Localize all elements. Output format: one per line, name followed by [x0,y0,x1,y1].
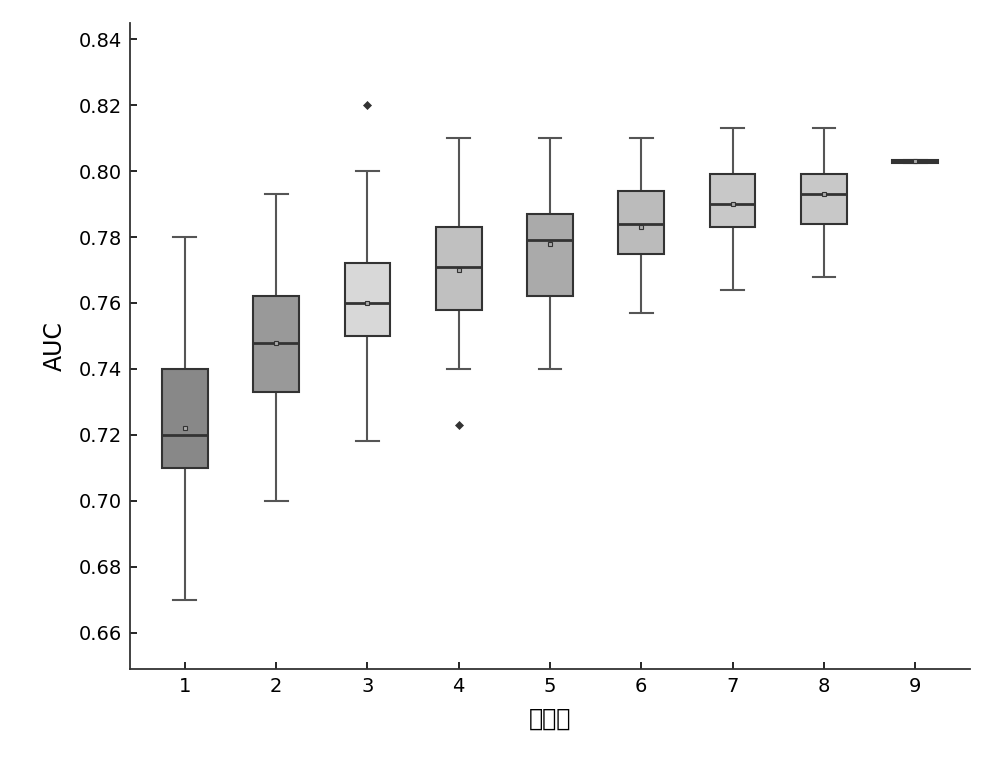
FancyBboxPatch shape [618,191,664,254]
X-axis label: 中心数: 中心数 [529,708,571,731]
FancyBboxPatch shape [253,296,299,392]
FancyBboxPatch shape [801,174,847,224]
FancyBboxPatch shape [436,227,482,309]
FancyBboxPatch shape [892,160,938,163]
FancyBboxPatch shape [345,264,390,336]
FancyBboxPatch shape [162,369,208,467]
FancyBboxPatch shape [710,174,755,227]
FancyBboxPatch shape [527,214,573,296]
Y-axis label: AUC: AUC [43,321,67,371]
